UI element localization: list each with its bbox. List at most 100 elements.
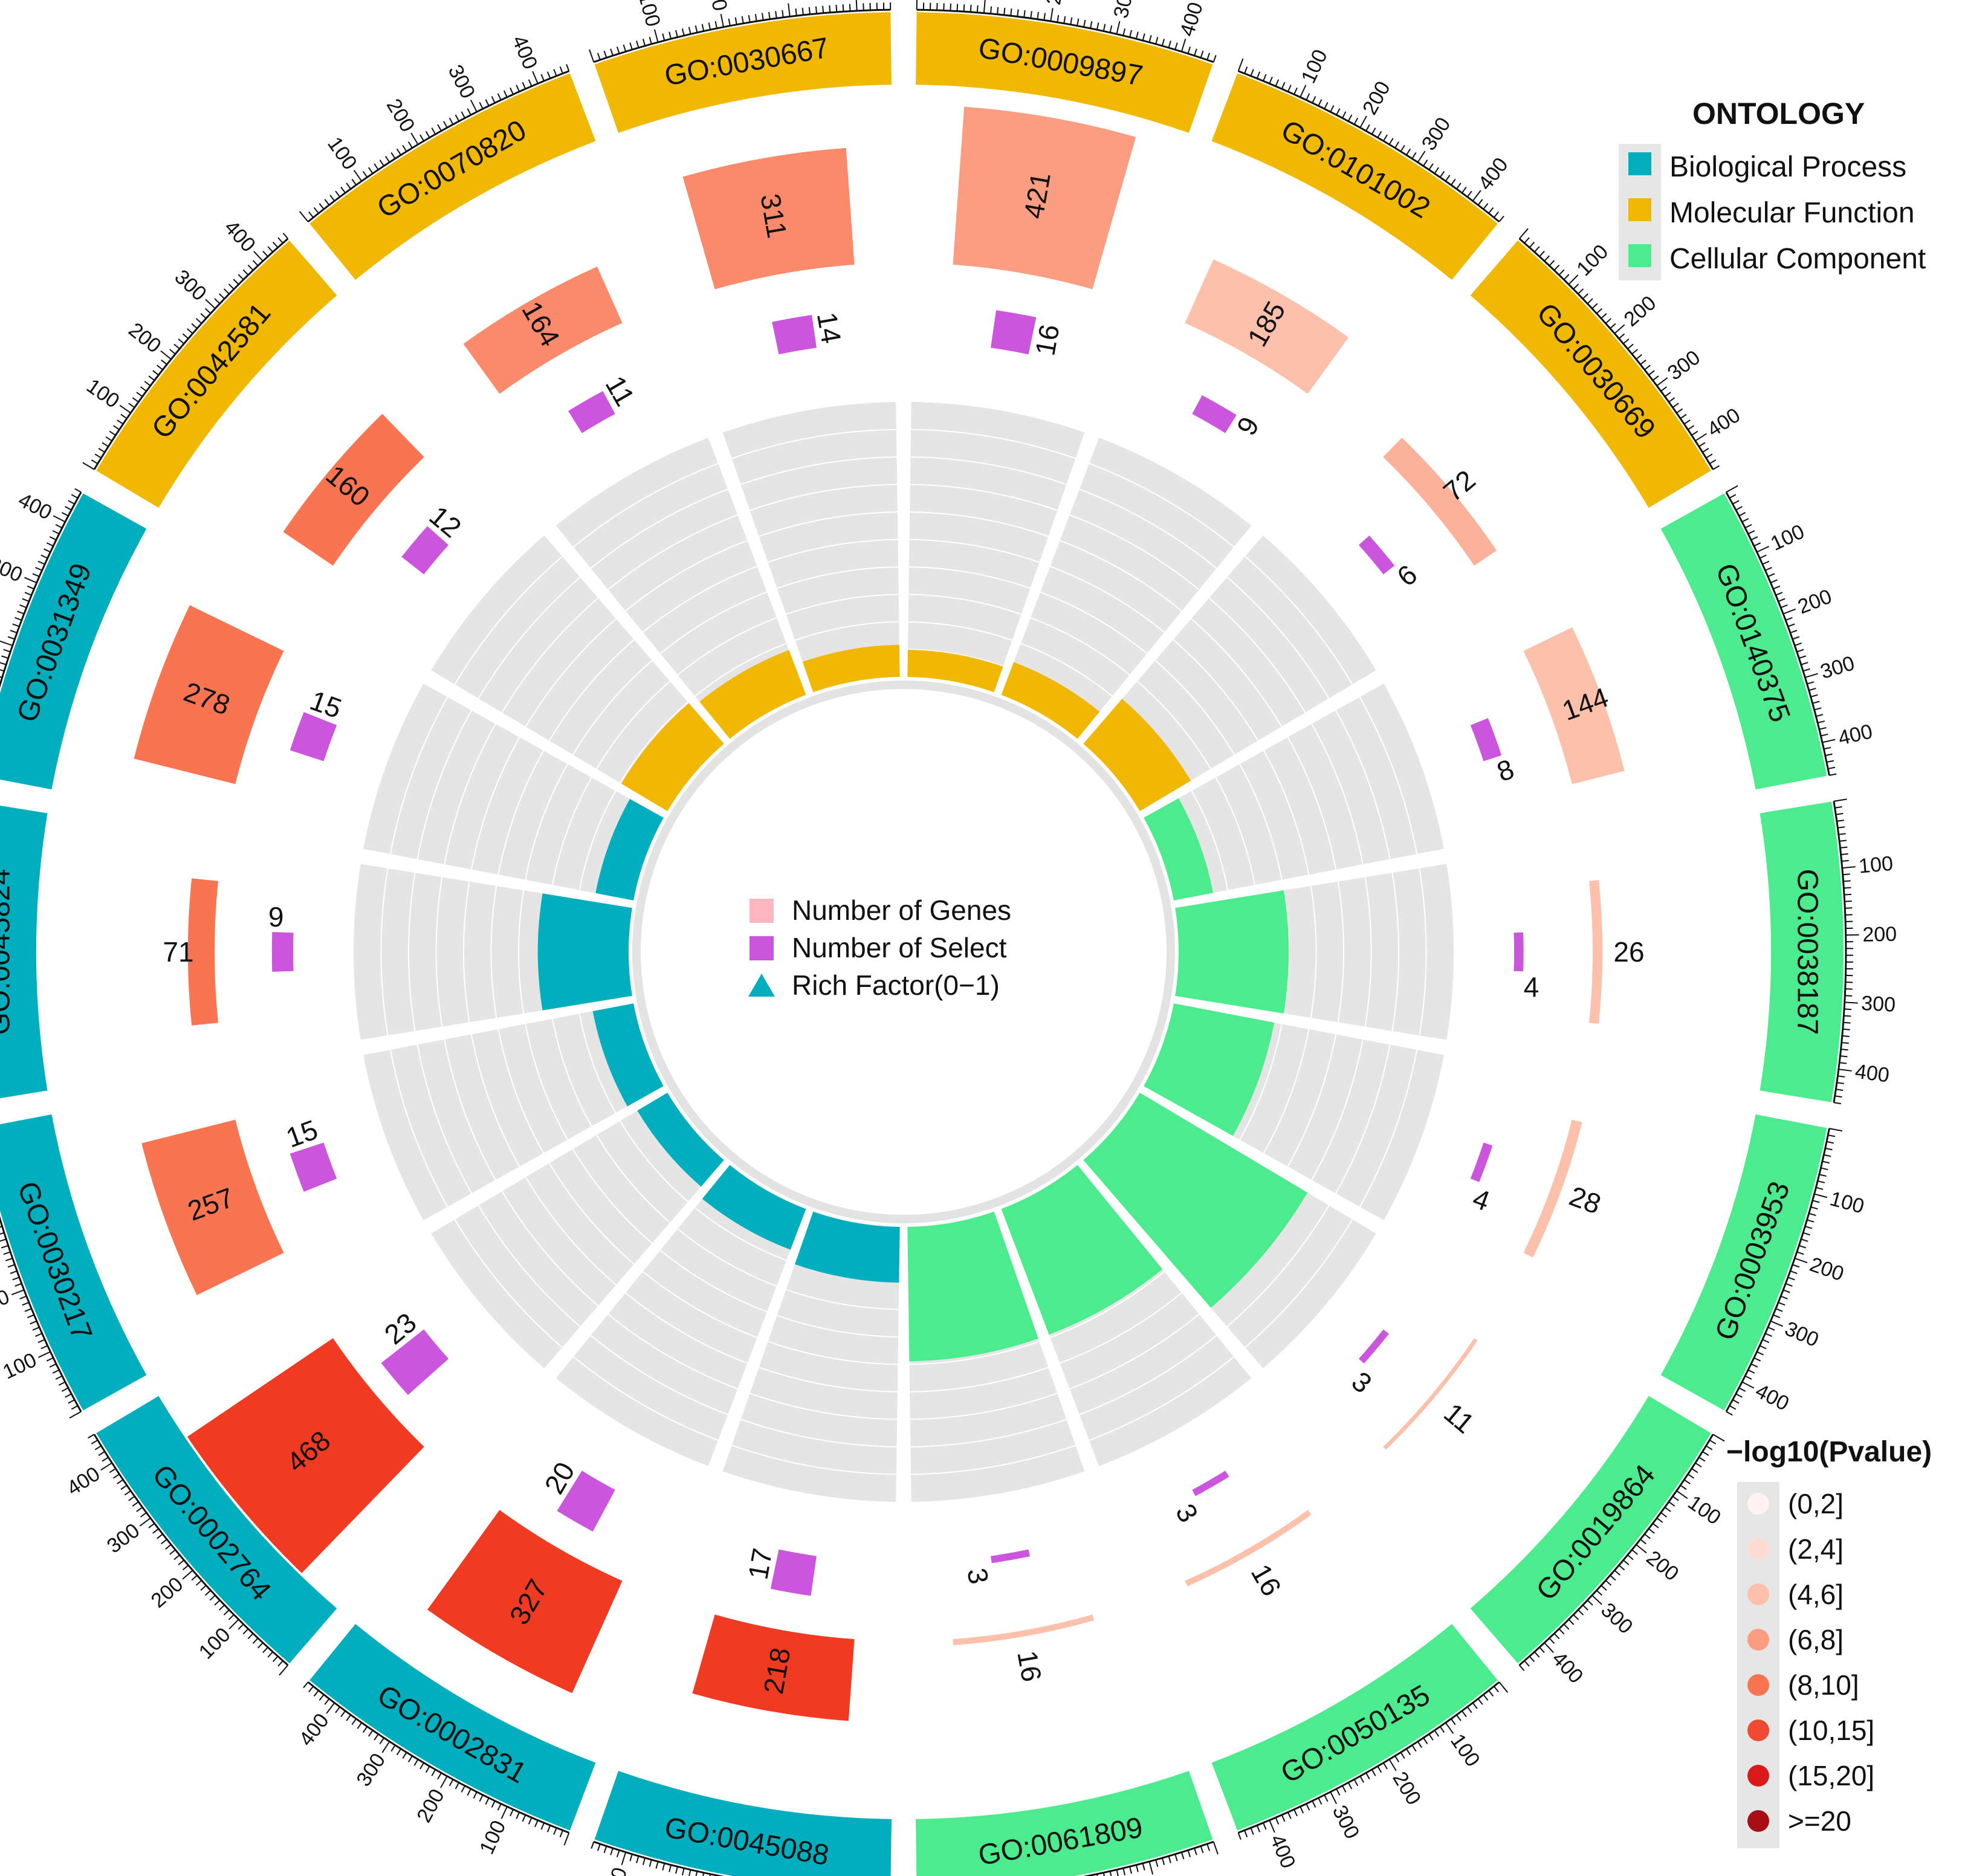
pvalue-swatch	[1747, 1719, 1769, 1741]
scale-tick	[1805, 673, 1818, 678]
select-bar-go-0002764	[381, 1329, 449, 1396]
scale-tick	[1498, 215, 1504, 222]
rich-factor-bar-go-0031349	[595, 798, 664, 901]
scale-tick	[1142, 33, 1145, 41]
rich-gridline	[1239, 763, 1283, 880]
rich-gridline	[659, 1249, 768, 1313]
rich-gridline	[525, 1024, 568, 1140]
scale-tick	[324, 199, 330, 205]
scale-tick	[40, 554, 48, 559]
scale-tick-label: 200	[1388, 1768, 1425, 1809]
scale-tick	[1206, 1843, 1210, 1851]
scale-tick	[1455, 1714, 1462, 1721]
scale-tick	[1808, 1212, 1816, 1217]
scale-tick	[455, 114, 460, 122]
scale-tick	[1439, 1726, 1445, 1733]
scale-tick	[182, 1570, 193, 1580]
scale-tick	[1756, 546, 1769, 553]
scale-tick	[1668, 1501, 1675, 1507]
genes-label-go-0003953: 28	[1565, 1180, 1605, 1220]
scale-tick	[728, 18, 731, 26]
scale-tick	[855, 0, 858, 11]
center-legend: Number of Genes Number of Select Rich Fa…	[748, 894, 1011, 1001]
rich-factor-bar-go-0019864	[1083, 1092, 1308, 1308]
scale-tick	[46, 542, 54, 547]
scale-tick	[1762, 1339, 1770, 1344]
pvalue-label: (10,15]	[1788, 1715, 1874, 1746]
scale-tick	[319, 1694, 325, 1701]
scale-tick	[1388, 1759, 1397, 1771]
scale-tick	[1744, 1375, 1752, 1380]
pvalue-swatch	[1747, 1538, 1769, 1560]
scale-tick	[1787, 1276, 1795, 1281]
scale-tick	[195, 318, 202, 324]
rich-gridline	[910, 1418, 1067, 1447]
scale-tick	[1472, 190, 1481, 202]
select-bar-go-0003953	[1470, 1142, 1493, 1182]
scale-tick-label: 100	[1446, 1730, 1484, 1771]
scale-tick	[247, 264, 254, 271]
scale-tick	[976, 5, 979, 13]
scale-tick	[132, 397, 139, 403]
rich-gridline	[444, 1039, 496, 1180]
scale-tick-label: 400	[1752, 1379, 1793, 1415]
scale-tick	[621, 1852, 627, 1865]
scale-tick	[1428, 163, 1434, 170]
scale-tick	[319, 202, 325, 210]
scale-tick	[1844, 1015, 1851, 1017]
select-bar-go-0061809	[991, 1549, 1030, 1564]
rich-gridline	[1359, 696, 1418, 855]
scale-tick	[71, 494, 79, 499]
rich-gridline	[1173, 639, 1259, 742]
scale-tick	[68, 500, 75, 505]
rich-gridline	[572, 1148, 653, 1244]
scale-tick	[52, 530, 60, 535]
select-bar-go-0019864	[1358, 1329, 1389, 1364]
scale-tick	[655, 1861, 659, 1869]
scale-tick	[1792, 636, 1800, 640]
scale-tick	[1735, 1393, 1743, 1398]
scale-tick	[1767, 573, 1775, 577]
term-id-go-0045824: GO:0045824	[0, 869, 16, 1035]
scale-tick	[1244, 66, 1248, 74]
scale-tick	[1767, 1327, 1775, 1331]
scale-tick	[52, 1369, 60, 1374]
scale-tick	[1770, 579, 1778, 584]
rich-gridline	[1287, 737, 1337, 870]
scale-tick-label: 100	[1684, 1491, 1725, 1530]
scale-tick	[1698, 1457, 1706, 1462]
scale-tick	[242, 1628, 249, 1635]
scale-tick	[102, 1457, 109, 1462]
scale-tick	[1148, 1861, 1154, 1875]
scale-tick	[1237, 1832, 1242, 1840]
scale-axis	[93, 238, 289, 470]
scale-tick	[1836, 820, 1844, 822]
scale-tick	[1365, 1772, 1370, 1780]
scale-tick	[1652, 375, 1659, 381]
pvalue-swatch	[1747, 1493, 1769, 1515]
scale-tick	[1466, 190, 1472, 198]
scale-tick	[997, 7, 999, 15]
scale-tick	[165, 1544, 172, 1550]
scale-tick	[662, 33, 665, 41]
scale-tick	[553, 69, 557, 77]
rich-gridline	[490, 885, 497, 1018]
scale-tick	[566, 64, 570, 71]
scale-tick	[1691, 1468, 1698, 1473]
scale-tick-label: 400	[1703, 404, 1744, 442]
select-label-go-0045088: 17	[742, 1546, 778, 1582]
scale-tick-label: 200	[1620, 291, 1661, 331]
scale-tick	[1596, 1590, 1603, 1596]
scale-tick	[157, 364, 163, 370]
scale-tick	[49, 536, 57, 541]
scale-tick	[1269, 76, 1273, 84]
scale-tick	[1782, 1289, 1790, 1293]
scale-tick	[510, 87, 514, 95]
select-bar-go-0009897	[991, 310, 1037, 355]
scale-tick	[1411, 1744, 1417, 1752]
scale-tick-label: 200	[0, 1285, 13, 1319]
scale-tick	[1801, 1238, 1808, 1242]
scale-tick	[1477, 199, 1483, 205]
scale-tick	[1712, 465, 1720, 470]
genes-bar-go-0031349	[134, 605, 284, 784]
